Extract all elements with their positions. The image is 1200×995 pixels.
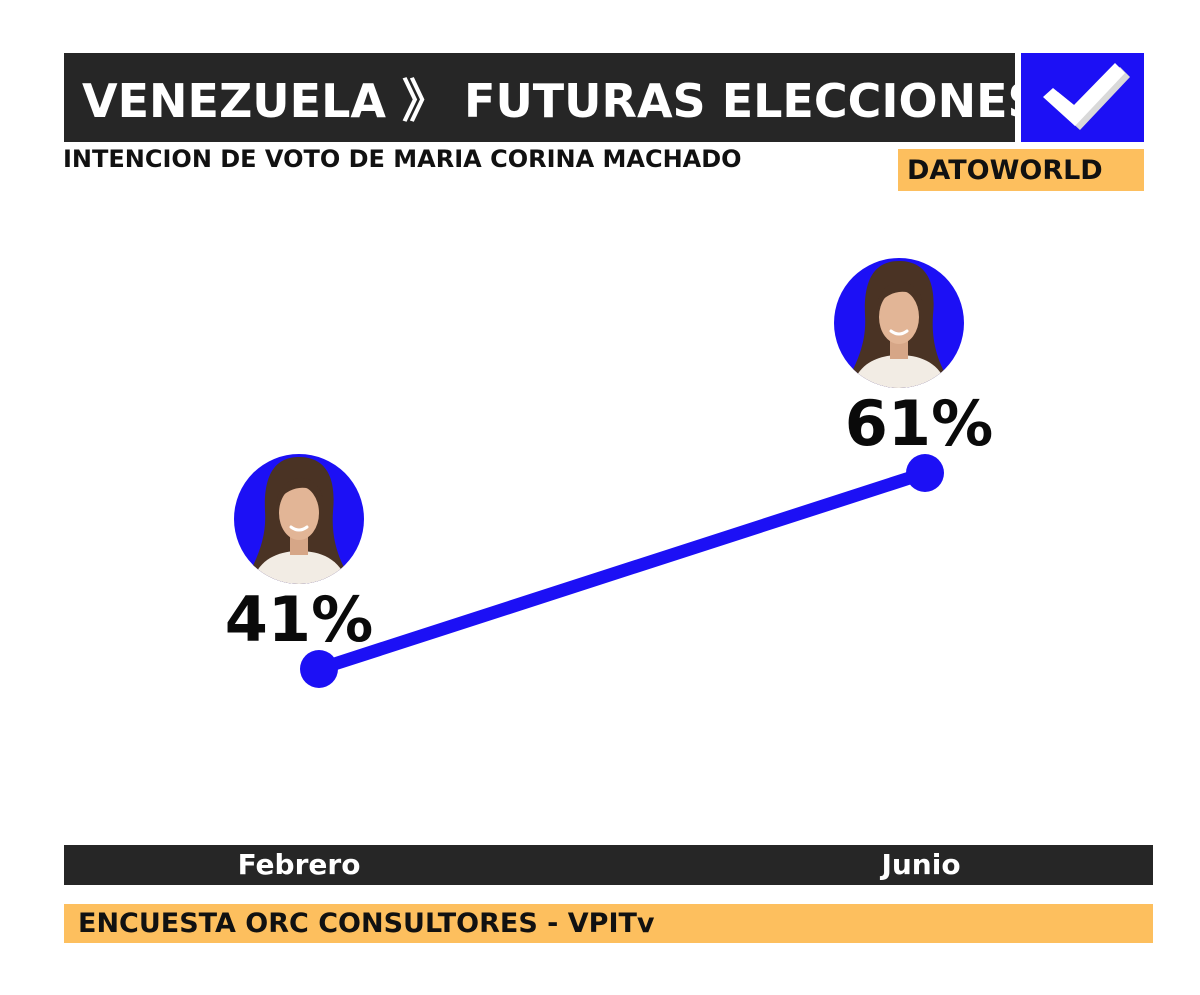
data-label-junio: 61% [845, 387, 993, 460]
checkmark-badge [1021, 53, 1144, 142]
checkmark-icon [1043, 63, 1130, 130]
brand-badge: DATOWORLD [898, 149, 1144, 191]
data-point-febrero [300, 650, 338, 688]
chart-subtitle: INTENCION DE VOTO DE MARIA CORINA MACHAD… [63, 145, 742, 173]
data-label-febrero: 41% [225, 583, 373, 656]
x-tick-label-febrero: Febrero [237, 848, 361, 881]
avatar [834, 258, 964, 388]
x-axis-bar: Febrero Junio [64, 845, 1153, 885]
x-tick-label-junio: Junio [881, 848, 961, 881]
title-bar: VENEZUELA 》 FUTURAS ELECCIONES [64, 53, 1041, 142]
page-title: VENEZUELA 》 FUTURAS ELECCIONES [82, 73, 1041, 128]
source-bar: ENCUESTA ORC CONSULTORES - VPITv [64, 904, 1153, 943]
series-line [312, 466, 932, 676]
avatar [234, 454, 364, 584]
data-point-junio [906, 454, 944, 492]
